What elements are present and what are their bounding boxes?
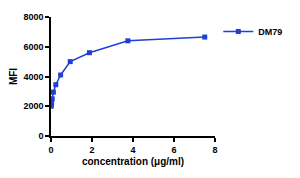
svg-text:4000: 4000 [23, 72, 43, 82]
svg-text:8: 8 [212, 145, 217, 155]
svg-text:0: 0 [48, 145, 53, 155]
svg-text:0: 0 [38, 131, 43, 141]
svg-text:concentration (μg/ml): concentration (μg/ml) [82, 156, 184, 167]
svg-text:2000: 2000 [23, 101, 43, 111]
svg-text:2: 2 [89, 145, 94, 155]
svg-text:MFI: MFI [8, 68, 19, 85]
svg-text:6: 6 [171, 145, 176, 155]
svg-text:DM79: DM79 [258, 27, 282, 37]
svg-text:6000: 6000 [23, 42, 43, 52]
svg-text:4: 4 [130, 145, 135, 155]
svg-text:8000: 8000 [23, 12, 43, 22]
